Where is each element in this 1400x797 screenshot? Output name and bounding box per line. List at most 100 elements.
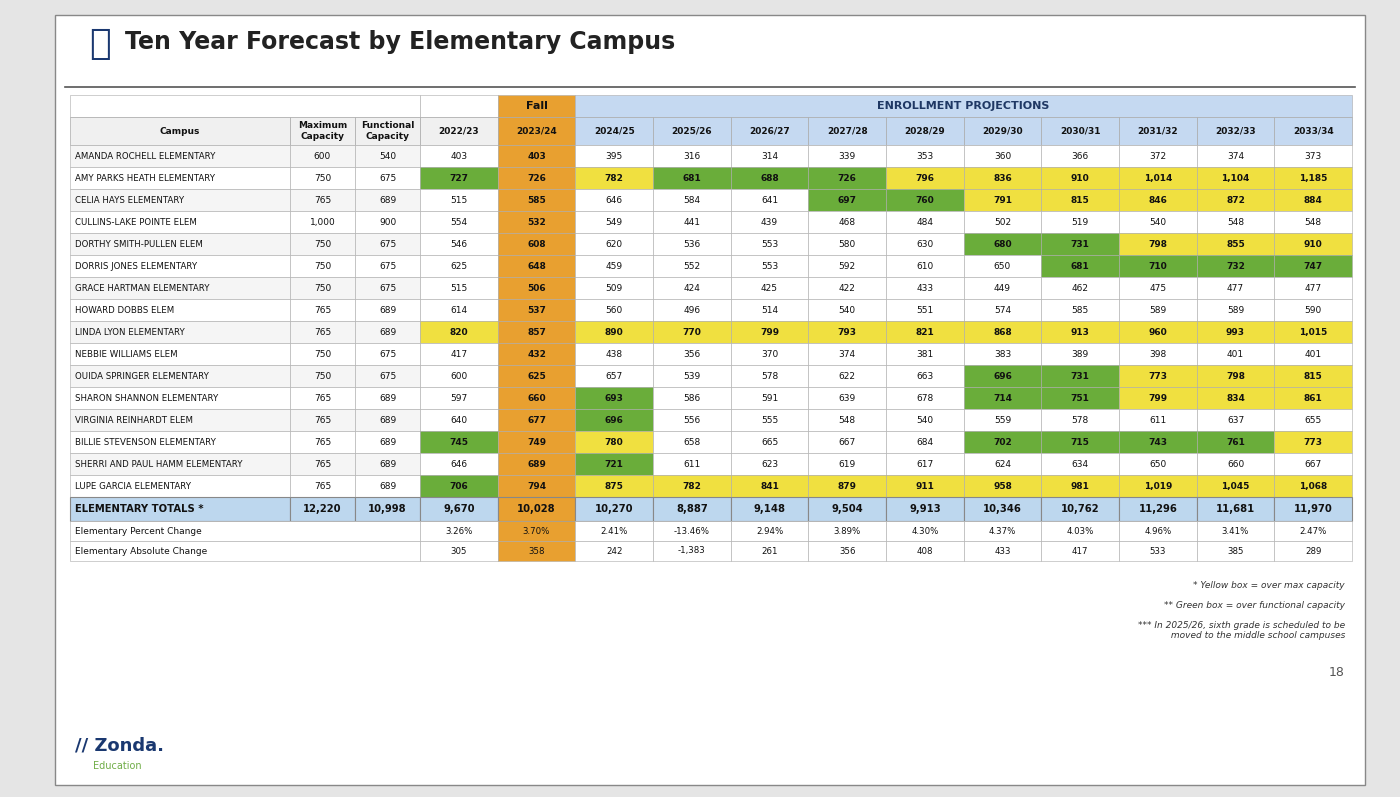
Bar: [1042, 521, 1119, 541]
Text: GRACE HARTMAN ELEMENTARY: GRACE HARTMAN ELEMENTARY: [76, 284, 210, 292]
Bar: [420, 541, 497, 561]
Text: 506: 506: [528, 284, 546, 292]
Bar: [356, 453, 420, 475]
Text: 3.89%: 3.89%: [833, 527, 861, 536]
Bar: [1042, 145, 1119, 167]
Bar: [70, 145, 290, 167]
Text: DORRIS JONES ELEMENTARY: DORRIS JONES ELEMENTARY: [76, 261, 197, 270]
Bar: [1119, 521, 1197, 541]
Text: 697: 697: [837, 195, 857, 205]
Text: 675: 675: [379, 174, 396, 183]
Text: 765: 765: [314, 415, 332, 425]
Text: 4.37%: 4.37%: [988, 527, 1016, 536]
Text: 793: 793: [837, 328, 857, 336]
Bar: [886, 167, 963, 189]
Bar: [420, 255, 497, 277]
Bar: [886, 233, 963, 255]
Bar: [290, 277, 356, 299]
Text: 689: 689: [379, 328, 396, 336]
Text: 650: 650: [1149, 460, 1166, 469]
Bar: [420, 453, 497, 475]
Text: 417: 417: [1072, 547, 1088, 556]
Bar: [1274, 431, 1352, 453]
Bar: [963, 167, 1042, 189]
Bar: [70, 453, 290, 475]
Text: 747: 747: [1303, 261, 1323, 270]
Bar: [808, 167, 886, 189]
Text: 675: 675: [379, 350, 396, 359]
Text: Elementary Absolute Change: Elementary Absolute Change: [76, 547, 207, 556]
Bar: [356, 189, 420, 211]
Bar: [290, 167, 356, 189]
Bar: [1197, 409, 1274, 431]
Text: 623: 623: [762, 460, 778, 469]
Bar: [1197, 521, 1274, 541]
Bar: [575, 117, 652, 145]
Text: Education: Education: [92, 761, 141, 771]
Bar: [356, 497, 420, 521]
Bar: [1042, 321, 1119, 343]
Bar: [1197, 255, 1274, 277]
Bar: [1042, 255, 1119, 277]
Bar: [963, 409, 1042, 431]
Bar: [652, 299, 731, 321]
Text: 727: 727: [449, 174, 469, 183]
Text: 514: 514: [762, 305, 778, 315]
Text: 10,346: 10,346: [983, 504, 1022, 514]
Bar: [652, 431, 731, 453]
Bar: [290, 233, 356, 255]
Text: 821: 821: [916, 328, 934, 336]
Bar: [1197, 167, 1274, 189]
Bar: [575, 211, 652, 233]
Bar: [1197, 365, 1274, 387]
Text: 3.41%: 3.41%: [1222, 527, 1249, 536]
Bar: [70, 95, 420, 117]
Text: 339: 339: [839, 151, 855, 160]
Bar: [1197, 321, 1274, 343]
Text: 477: 477: [1305, 284, 1322, 292]
Text: 770: 770: [682, 328, 701, 336]
Text: 765: 765: [314, 438, 332, 446]
Text: 798: 798: [1148, 240, 1168, 249]
Text: 913: 913: [1071, 328, 1089, 336]
Text: 555: 555: [760, 415, 778, 425]
Text: 630: 630: [916, 240, 934, 249]
Bar: [497, 321, 575, 343]
Bar: [420, 95, 497, 117]
Bar: [575, 387, 652, 409]
Text: 617: 617: [916, 460, 934, 469]
Text: 532: 532: [528, 218, 546, 226]
Text: 678: 678: [916, 394, 934, 402]
Bar: [497, 233, 575, 255]
Bar: [886, 453, 963, 475]
Bar: [963, 117, 1042, 145]
Text: 658: 658: [683, 438, 700, 446]
Text: 794: 794: [526, 481, 546, 490]
Bar: [652, 475, 731, 497]
Bar: [963, 145, 1042, 167]
Bar: [70, 475, 290, 497]
Bar: [420, 475, 497, 497]
Text: 689: 689: [379, 394, 396, 402]
Text: 1,045: 1,045: [1221, 481, 1250, 490]
Text: 619: 619: [839, 460, 855, 469]
Text: // Zonda.: // Zonda.: [76, 737, 164, 755]
Text: 597: 597: [451, 394, 468, 402]
Text: 663: 663: [916, 371, 934, 380]
Bar: [497, 189, 575, 211]
Text: 743: 743: [1148, 438, 1168, 446]
Text: 2028/29: 2028/29: [904, 127, 945, 135]
Bar: [808, 321, 886, 343]
Bar: [290, 365, 356, 387]
Bar: [963, 343, 1042, 365]
Bar: [575, 255, 652, 277]
Text: 765: 765: [314, 328, 332, 336]
Bar: [963, 497, 1042, 521]
Text: 689: 689: [379, 195, 396, 205]
Bar: [1197, 431, 1274, 453]
Bar: [963, 521, 1042, 541]
Bar: [808, 277, 886, 299]
Text: 815: 815: [1303, 371, 1323, 380]
Bar: [70, 343, 290, 365]
Text: 1,068: 1,068: [1299, 481, 1327, 490]
